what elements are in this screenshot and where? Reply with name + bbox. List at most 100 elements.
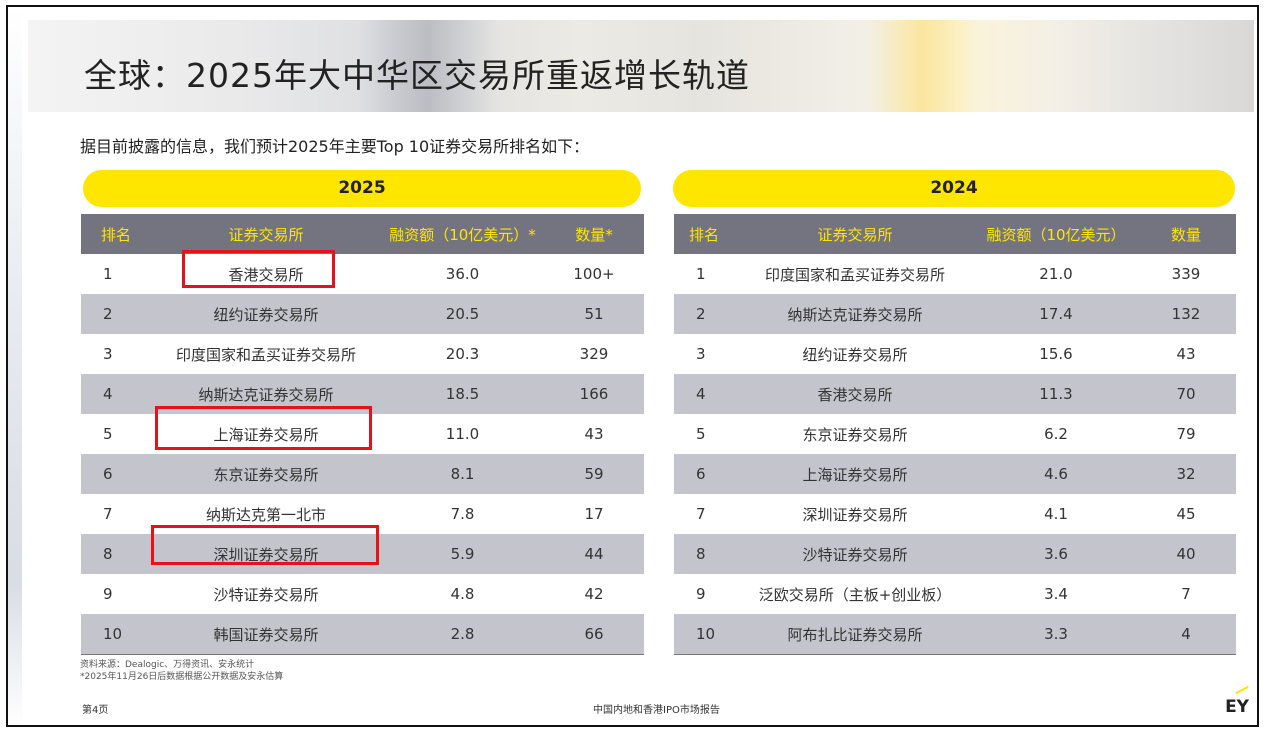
cell-exchange: 纳斯达克证券交易所 (734, 294, 976, 334)
slide-subtitle: 据目前披露的信息，我们预计2025年主要Top 10证券交易所排名如下： (80, 137, 590, 156)
ranking-table-2024: 排名 证券交易所 融资额（10亿美元） 数量 1 印度国家和孟买证券交易所 21.0… (674, 214, 1236, 655)
cell-rank: 9 (81, 574, 151, 614)
cell-rank: 1 (674, 254, 734, 294)
header-rank: 排名 (81, 214, 151, 254)
cell-count: 166 (544, 374, 644, 414)
cell-count: 45 (1136, 494, 1236, 534)
header-amount: 融资额（10亿美元） (976, 214, 1136, 254)
cell-rank: 5 (674, 414, 734, 454)
cell-amount: 6.2 (976, 414, 1136, 454)
cell-exchange: 纽约证券交易所 (734, 334, 976, 374)
table-row: 8 沙特证券交易所 3.6 40 (674, 534, 1236, 574)
cell-exchange: 纳斯达克证券交易所 (151, 374, 381, 414)
cell-rank: 3 (81, 334, 151, 374)
cell-amount: 11.3 (976, 374, 1136, 414)
cell-rank: 10 (81, 614, 151, 655)
cell-count: 43 (544, 414, 644, 454)
cell-rank: 2 (81, 294, 151, 334)
cell-rank: 8 (81, 534, 151, 574)
ey-logo: EY (1225, 697, 1249, 717)
table-row: 7 纳斯达克第一北市 7.8 17 (81, 494, 644, 534)
cell-rank: 6 (674, 454, 734, 494)
table-row: 1 香港交易所 36.0 100+ (81, 254, 644, 294)
header-count: 数量* (544, 214, 644, 254)
source-note: 资料来源：Dealogic、万得资讯、安永统计 (80, 660, 255, 670)
cell-rank: 7 (674, 494, 734, 534)
cell-exchange: 纽约证券交易所 (151, 294, 381, 334)
cell-count: 70 (1136, 374, 1236, 414)
ranking-table-2025: 排名 证券交易所 融资额（10亿美元）* 数量* 1 香港交易所 36.0 100+ 2… (81, 214, 644, 655)
left-decoration (8, 7, 22, 725)
cell-exchange: 印度国家和孟买证券交易所 (151, 334, 381, 374)
cell-amount: 8.1 (381, 454, 544, 494)
cell-count: 42 (544, 574, 644, 614)
slide-title: 全球：2025年大中华区交易所重返增长轨道 (84, 56, 750, 95)
cell-count: 100+ (544, 254, 644, 294)
table-row: 5 上海证券交易所 11.0 43 (81, 414, 644, 454)
table-row: 10 阿布扎比证券交易所 3.3 4 (674, 614, 1236, 655)
table-row: 9 沙特证券交易所 4.8 42 (81, 574, 644, 614)
cell-exchange: 香港交易所 (734, 374, 976, 414)
year-pill-2025: 2025 (83, 170, 641, 207)
table-row: 4 纳斯达克证券交易所 18.5 166 (81, 374, 644, 414)
cell-rank: 4 (674, 374, 734, 414)
cell-count: 44 (544, 534, 644, 574)
cell-amount: 11.0 (381, 414, 544, 454)
table-body-2024: 1 印度国家和孟买证券交易所 21.0 339 2 纳斯达克证券交易所 17.4 132 3 纽约… (674, 254, 1236, 655)
cell-exchange: 沙特证券交易所 (151, 574, 381, 614)
header-exchange: 证券交易所 (734, 214, 976, 254)
cell-exchange: 深圳证券交易所 (151, 534, 381, 574)
cell-count: 43 (1136, 334, 1236, 374)
slide: 全球：2025年大中华区交易所重返增长轨道 据目前披露的信息，我们预计2025年… (6, 5, 1259, 727)
cell-count: 51 (544, 294, 644, 334)
cell-rank: 9 (674, 574, 734, 614)
cell-rank: 4 (81, 374, 151, 414)
cell-exchange: 泛欧交易所（主板+创业板） (734, 574, 976, 614)
table-row: 10 韩国证券交易所 2.8 66 (81, 614, 644, 655)
cell-amount: 3.6 (976, 534, 1136, 574)
header-count: 数量 (1136, 214, 1236, 254)
cell-rank: 1 (81, 254, 151, 294)
cell-exchange: 韩国证券交易所 (151, 614, 381, 655)
cell-amount: 3.4 (976, 574, 1136, 614)
cell-count: 339 (1136, 254, 1236, 294)
cell-amount: 17.4 (976, 294, 1136, 334)
cell-count: 7 (1136, 574, 1236, 614)
cell-exchange: 阿布扎比证券交易所 (734, 614, 976, 655)
cell-exchange: 深圳证券交易所 (734, 494, 976, 534)
table-row: 4 香港交易所 11.3 70 (674, 374, 1236, 414)
report-name: 中国内地和香港IPO市场报告 (593, 705, 720, 716)
cell-count: 17 (544, 494, 644, 534)
header-amount: 融资额（10亿美元）* (381, 214, 544, 254)
table-row: 6 东京证券交易所 8.1 59 (81, 454, 644, 494)
table-row: 5 东京证券交易所 6.2 79 (674, 414, 1236, 454)
page-number: 第4页 (82, 705, 109, 716)
cell-count: 79 (1136, 414, 1236, 454)
table-row: 1 印度国家和孟买证券交易所 21.0 339 (674, 254, 1236, 294)
cell-count: 4 (1136, 614, 1236, 655)
table-row: 2 纳斯达克证券交易所 17.4 132 (674, 294, 1236, 334)
table-row: 3 纽约证券交易所 15.6 43 (674, 334, 1236, 374)
cell-exchange: 东京证券交易所 (151, 454, 381, 494)
table-row: 7 深圳证券交易所 4.1 45 (674, 494, 1236, 534)
cell-rank: 5 (81, 414, 151, 454)
cell-amount: 20.3 (381, 334, 544, 374)
cell-count: 40 (1136, 534, 1236, 574)
cell-exchange: 纳斯达克第一北市 (151, 494, 381, 534)
cell-amount: 2.8 (381, 614, 544, 655)
cell-exchange: 沙特证券交易所 (734, 534, 976, 574)
table-row: 2 纽约证券交易所 20.5 51 (81, 294, 644, 334)
table-row: 8 深圳证券交易所 5.9 44 (81, 534, 644, 574)
cell-count: 66 (544, 614, 644, 655)
cell-rank: 2 (674, 294, 734, 334)
cell-amount: 21.0 (976, 254, 1136, 294)
cell-amount: 7.8 (381, 494, 544, 534)
header-banner (28, 20, 1254, 112)
cell-rank: 10 (674, 614, 734, 655)
cell-exchange: 东京证券交易所 (734, 414, 976, 454)
cell-exchange: 印度国家和孟买证券交易所 (734, 254, 976, 294)
cell-count: 32 (1136, 454, 1236, 494)
cell-amount: 18.5 (381, 374, 544, 414)
cell-amount: 4.1 (976, 494, 1136, 534)
cell-amount: 5.9 (381, 534, 544, 574)
